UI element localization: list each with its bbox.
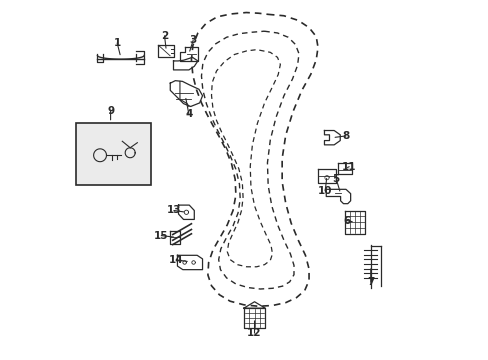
Text: 3: 3: [189, 35, 197, 45]
Text: 2: 2: [161, 31, 168, 41]
Bar: [76, 123, 151, 185]
Text: 1: 1: [113, 38, 121, 48]
Text: 15: 15: [154, 231, 168, 240]
Text: 13: 13: [166, 206, 181, 216]
Text: 10: 10: [317, 186, 332, 196]
Text: 4: 4: [185, 109, 192, 120]
Text: 9: 9: [107, 106, 114, 116]
Text: 7: 7: [366, 277, 374, 287]
Text: 5: 5: [332, 174, 339, 184]
Text: 11: 11: [341, 162, 356, 172]
Text: 8: 8: [342, 131, 349, 141]
Text: 14: 14: [169, 255, 183, 265]
Text: 12: 12: [247, 328, 261, 338]
Text: 6: 6: [343, 216, 350, 225]
